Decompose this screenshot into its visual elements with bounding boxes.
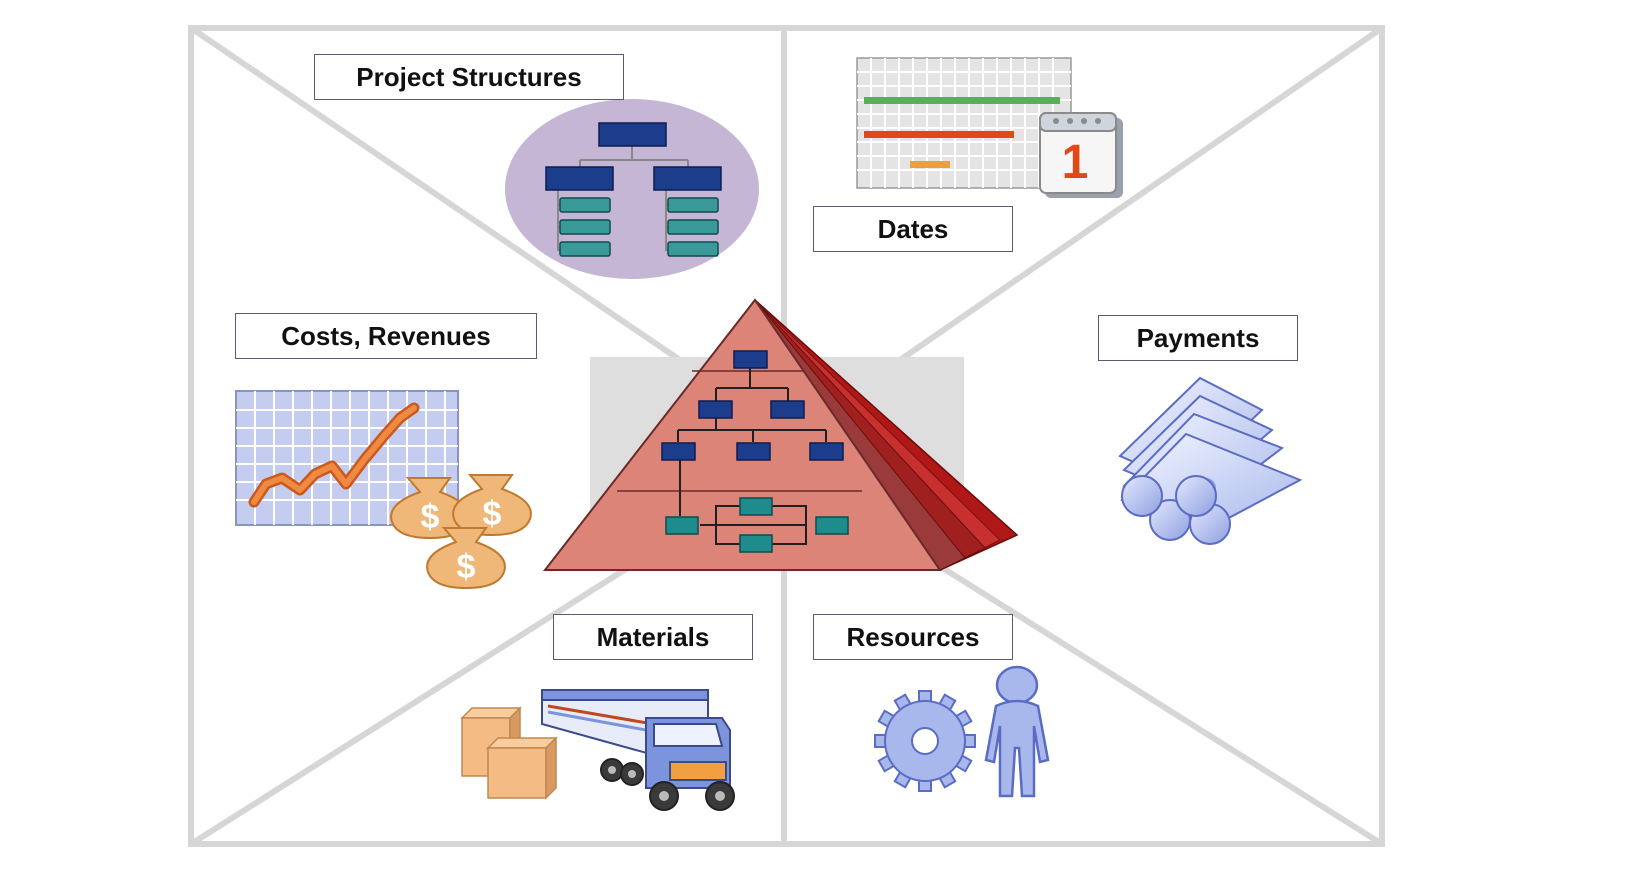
label-resources: Resources [813, 614, 1013, 660]
money-bags-icon: $ $ $ [390, 474, 532, 590]
label-payments: Payments [1098, 315, 1298, 361]
label-project-structures: Project Structures [314, 54, 624, 100]
boxes-icon [460, 706, 558, 800]
calendar-day: 1 [1062, 136, 1089, 189]
diagonal-bottom-right [928, 557, 1384, 847]
pyramid-icon [542, 298, 1019, 571]
truck-icon [541, 689, 735, 811]
coins-icon [1121, 475, 1231, 545]
diagonal-bottom-left [189, 557, 642, 847]
gantt-chart-icon [856, 57, 1072, 189]
person-icon [984, 665, 1050, 798]
label-costs-revenues: Costs, Revenues [235, 313, 537, 359]
label-dates: Dates [813, 206, 1013, 252]
money-bag: $ [452, 474, 532, 537]
quadrant-frame [188, 25, 1385, 847]
svg-text:$: $ [483, 495, 502, 533]
org-chart-icon [505, 99, 759, 279]
diagonal-top-left [189, 25, 682, 363]
payments-bills-icon [1118, 376, 1303, 530]
money-bag: $ [426, 527, 506, 590]
svg-text:$: $ [421, 498, 440, 536]
svg-text:$: $ [457, 548, 476, 586]
calendar-icon: 1 [1039, 112, 1123, 198]
money-bag: $ [390, 477, 470, 540]
gear-icon [874, 690, 976, 792]
label-materials: Materials [553, 614, 753, 660]
diagonal-top-right [898, 25, 1384, 363]
